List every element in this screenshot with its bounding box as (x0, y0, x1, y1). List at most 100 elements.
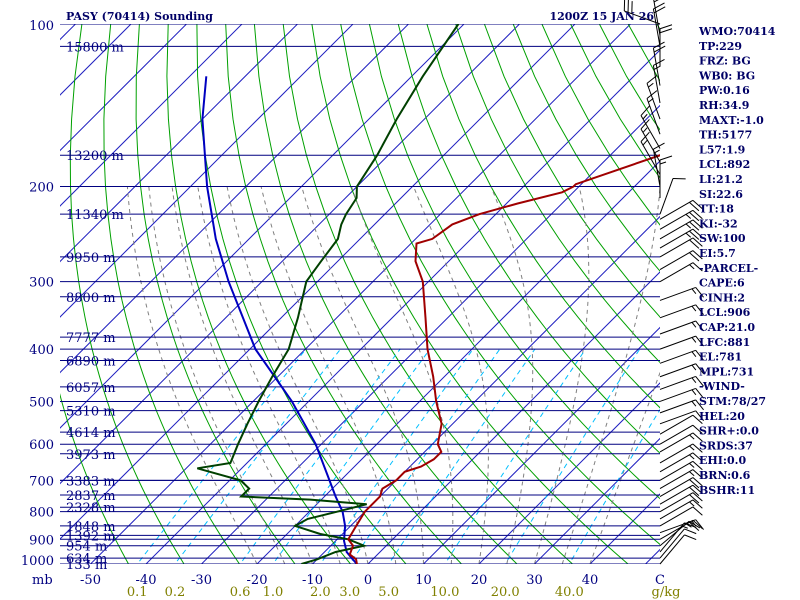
dry-adiabat-line (397, 24, 660, 454)
mixing-ratio-line (388, 348, 536, 564)
mixing-ratio-line (349, 348, 501, 564)
wind-barb (659, 363, 704, 378)
height-label: 13200 m (66, 149, 124, 164)
wind-barb (659, 250, 703, 271)
index-value: PW:0.16 (699, 84, 750, 97)
moist-adiabat-line (226, 186, 369, 564)
dry-adiabat-line (103, 24, 241, 564)
wind-barb (659, 484, 703, 505)
index-value: MPL:731 (699, 365, 754, 378)
isotherm-line (533, 437, 660, 564)
wind-barb (659, 519, 703, 540)
wind-barb (623, 0, 661, 25)
wind-barb (659, 528, 697, 559)
isobar-lines (60, 24, 660, 564)
index-value: WMO:70414 (698, 25, 776, 38)
moist-adiabat-line (589, 371, 660, 564)
height-label: 5310 m (66, 405, 116, 420)
index-value: TH:5177 (699, 129, 752, 142)
index-value: HEL:20 (699, 410, 745, 423)
wind-barb (659, 387, 704, 402)
temperature-tick-labels: -50 -40 -30 -20 -10 0 10 20 30 40 C (80, 573, 665, 588)
wind-barb (659, 410, 704, 425)
wind-barb (659, 424, 703, 445)
wind-barb (659, 432, 703, 453)
dry-adiabat-line (483, 24, 660, 318)
dry-adiabat-line (772, 24, 800, 575)
pressure-tick-label: 500 (29, 395, 54, 410)
pressure-tick-label: 700 (29, 474, 54, 489)
temperature-tick-label: C (655, 573, 665, 588)
height-label: 1848 m (66, 520, 116, 535)
temperature-tick-label: -10 (302, 573, 323, 588)
isotherm-line (0, 12, 32, 575)
moist-adiabat-line (260, 186, 397, 564)
index-value: SRDS:37 (699, 439, 753, 452)
dry-adiabat-line (541, 24, 660, 226)
sounding-profiles (197, 24, 660, 564)
temperature-tick-label: -20 (247, 573, 268, 588)
height-label: 7777 m (66, 331, 116, 346)
wind-barb (659, 349, 704, 364)
moist-adiabat-line (171, 186, 313, 564)
index-value: -PARCEL- (699, 262, 758, 275)
pressure-tick-label: 200 (29, 181, 54, 196)
temperature-line (347, 153, 660, 564)
wind-barb (659, 219, 703, 240)
temperature-tick-label: 0 (364, 573, 372, 588)
mixing-ratio-line (568, 408, 660, 564)
wind-barb (659, 506, 703, 527)
temperature-tick-label: 40 (582, 573, 599, 588)
wind-barb (659, 443, 703, 464)
wind-barb (659, 519, 704, 534)
isotherm-line (60, 24, 521, 485)
wind-barb (659, 375, 704, 390)
mixing-ratio-tick-label: 1.0 (263, 585, 284, 600)
mixing-ratio-tick-label: 3.0 (339, 585, 360, 600)
index-value: FRZ: BG (699, 55, 751, 68)
index-value: EL:781 (699, 351, 742, 364)
isotherm-line (478, 382, 660, 564)
mixing-ratio-line (272, 348, 431, 564)
height-label: 11340 m (66, 208, 124, 223)
index-value: EHI:0.0 (699, 454, 746, 467)
height-label: 4614 m (66, 426, 116, 441)
mixing-ratio-line (136, 348, 307, 564)
wind-barb (659, 228, 703, 249)
mixing-ratio-line (174, 348, 341, 564)
index-value: TT:18 (699, 203, 734, 216)
index-value: -WIND- (699, 380, 745, 393)
wind-barb (659, 477, 703, 497)
wind-barb (659, 286, 704, 301)
dry-adiabat-line (426, 24, 660, 409)
temperature-tick-label: -40 (136, 573, 157, 588)
mixing-ratio-line (444, 348, 587, 564)
pressure-tick-label: 300 (29, 276, 54, 291)
wind-barb (652, 41, 666, 86)
mixing-ratio-lines (136, 348, 660, 564)
isotherm-line (60, 24, 465, 429)
dry-adiabat-line (135, 24, 296, 564)
dry-adiabat-line (282, 24, 574, 564)
height-label: 15800 m (66, 40, 124, 55)
mixing-ratio-line (319, 348, 474, 564)
wind-barb (659, 492, 703, 513)
height-label: 2328 m (66, 501, 116, 516)
height-label: 3383 m (66, 474, 116, 489)
mixing-ratio-tick-label: 10.0 (430, 585, 459, 600)
mixing-ratio-line (504, 348, 641, 564)
height-label: 2837 m (66, 489, 116, 504)
wind-barb (659, 262, 703, 283)
mixing-ratio-line (239, 348, 401, 564)
height-label: 9950 m (66, 251, 116, 266)
moist-adiabat-line (561, 186, 660, 564)
dry-adiabat-line (196, 24, 407, 564)
wind-barb (659, 499, 703, 520)
index-value: CINH:2 (699, 291, 745, 304)
mixing-ratio-tick-label: 20.0 (491, 585, 520, 600)
index-value: BRN:0.6 (699, 469, 751, 482)
wind-barb (659, 304, 704, 319)
index-value: MAXT:-1.0 (699, 114, 764, 127)
wind-barb (652, 142, 665, 187)
